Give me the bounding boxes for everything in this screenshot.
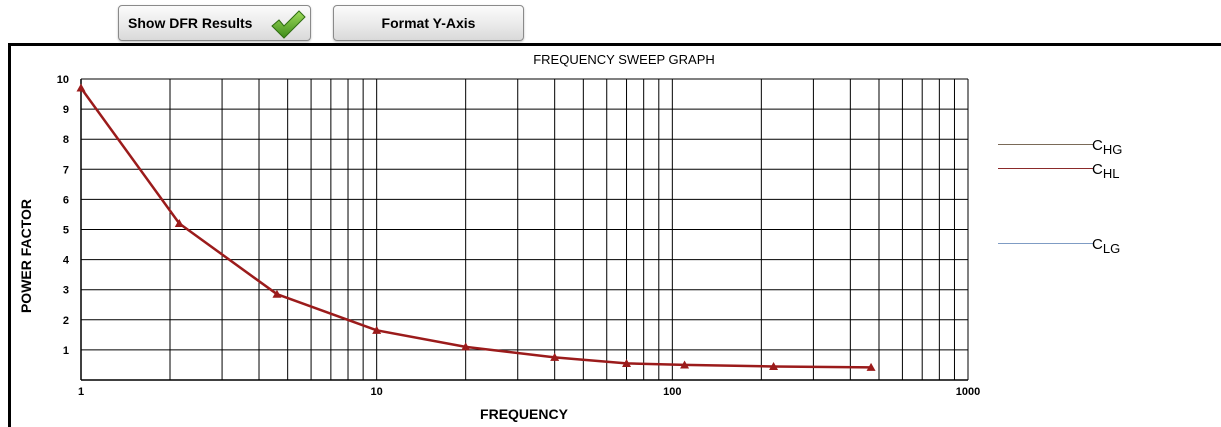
y-tick-label: 1: [63, 345, 69, 357]
chart-series: [76, 83, 876, 371]
y-tick-label: 4: [63, 255, 70, 267]
chart-grid: [80, 78, 969, 381]
format-y-axis-button[interactable]: Format Y-Axis: [333, 5, 524, 41]
legend-line-clg: [998, 243, 1093, 244]
data-point-marker: [461, 342, 471, 351]
legend-item-chl: CHL: [998, 161, 1128, 185]
legend-line-chg: [998, 144, 1093, 145]
x-tick-label: 1: [78, 386, 84, 398]
y-tick-label: 5: [63, 225, 69, 237]
y-axis-label: POWER FACTOR: [18, 199, 34, 313]
data-point-marker: [272, 289, 282, 298]
data-point-marker: [680, 360, 690, 369]
legend-label-chl: CHL: [1092, 161, 1120, 181]
checkmark-icon: [271, 10, 306, 39]
data-point-marker: [866, 362, 876, 371]
y-tick-label: 8: [63, 134, 69, 146]
x-tick-label: 100: [663, 386, 681, 398]
frequency-sweep-graph-panel: FREQUENCY SWEEP GRAPH 1 10 100 1000 1 2 3 4 5 6 7 8…: [8, 43, 1221, 427]
y-tick-label: 6: [63, 194, 69, 206]
frequency-sweep-chart: FREQUENCY SWEEP GRAPH 1 10 100 1000 1 2 3 4 5 6 7 8…: [18, 52, 980, 422]
legend-label-clg: CLG: [1092, 236, 1121, 256]
data-point-marker: [622, 358, 632, 367]
data-point-marker: [550, 352, 560, 361]
show-dfr-results-button[interactable]: Show DFR Results: [118, 5, 311, 41]
legend-item-chg: CHG: [998, 137, 1128, 161]
data-point-marker: [174, 218, 184, 227]
x-axis-label: FREQUENCY: [480, 406, 569, 422]
legend-line-chl: [998, 168, 1093, 169]
data-point-marker: [769, 361, 779, 370]
series-line: [79, 87, 872, 369]
y-tick-label: 10: [57, 74, 69, 86]
legend-label-chg: CHG: [1092, 137, 1123, 157]
x-tick-label: 1000: [956, 386, 980, 398]
data-point-marker: [372, 325, 382, 334]
format-y-axis-label: Format Y-Axis: [381, 15, 476, 31]
y-tick-label: 7: [63, 164, 69, 176]
legend-item-clg: CLG: [998, 236, 1128, 260]
y-tick-label: 2: [63, 315, 69, 327]
chart-title: FREQUENCY SWEEP GRAPH: [533, 52, 715, 67]
x-tick-label: 10: [371, 386, 383, 398]
data-point-marker: [76, 83, 86, 92]
y-tick-label: 3: [63, 285, 69, 297]
chart-tick-labels: 1 10 100 1000 1 2 3 4 5 6 7 8 9 10: [57, 74, 980, 398]
show-dfr-results-label: Show DFR Results: [128, 15, 253, 31]
y-tick-label: 9: [63, 104, 69, 116]
